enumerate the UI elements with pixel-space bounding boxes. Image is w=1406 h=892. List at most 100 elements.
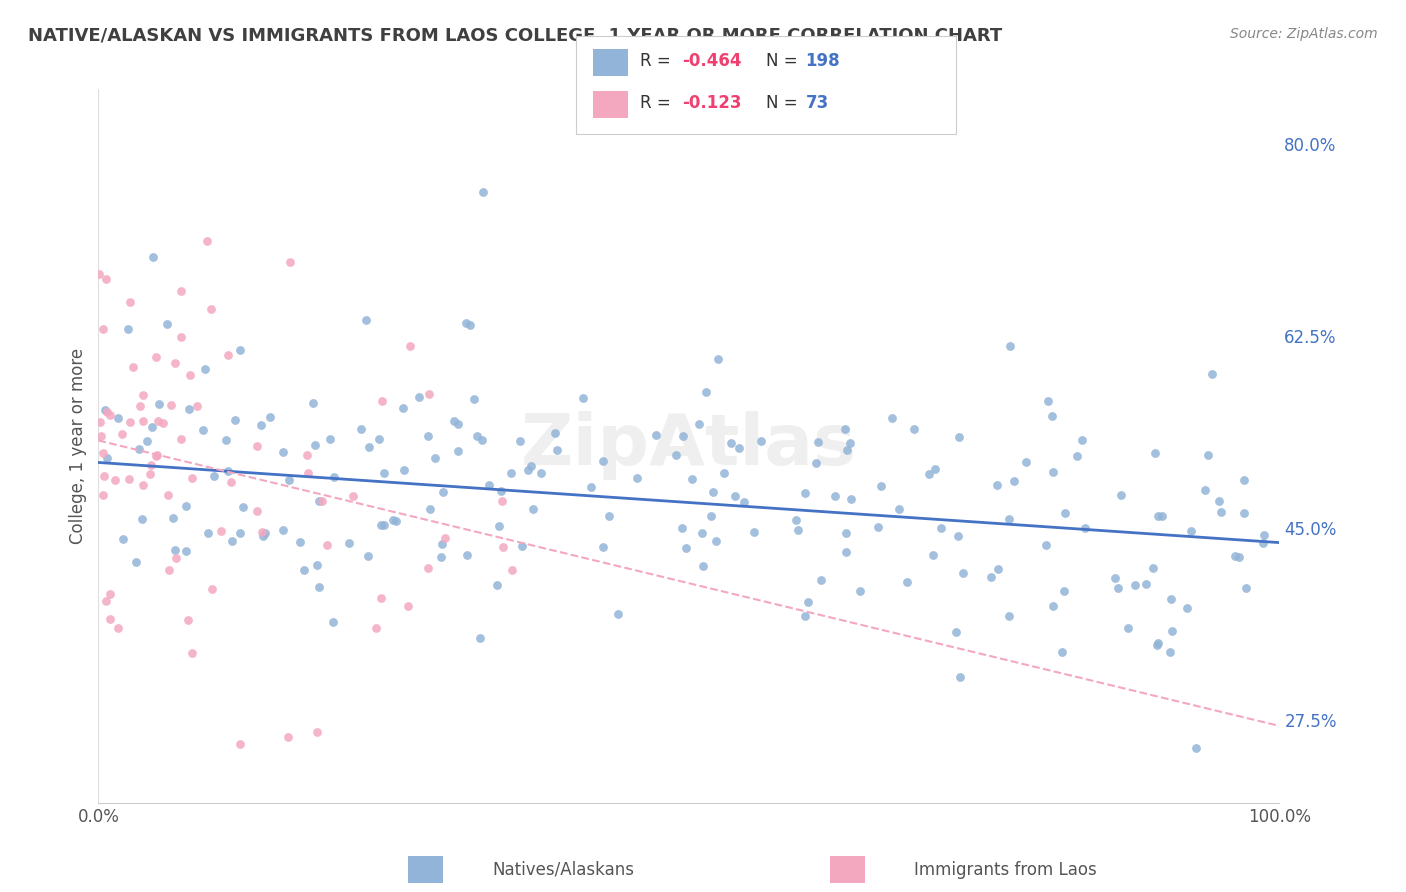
Point [232, 500, 254, 514]
Text: R =: R = [640, 94, 676, 112]
Point [271, 445, 294, 459]
Point [157, 488, 180, 502]
Point [1104, 571, 1126, 585]
Point [107, 411, 129, 425]
Point [1227, 549, 1250, 564]
Point [253, 526, 276, 541]
Point [100, 612, 122, 626]
Point [598, 508, 620, 523]
Point [1050, 645, 1073, 659]
Point [122, 359, 145, 374]
Point [370, 517, 392, 532]
Point [132, 414, 155, 428]
Point [98, 408, 121, 422]
Point [841, 492, 863, 507]
Point [118, 472, 141, 486]
Point [180, 471, 202, 485]
Point [179, 402, 201, 417]
Point [1035, 538, 1057, 552]
Point [371, 394, 394, 409]
Point [471, 186, 494, 200]
Point [308, 494, 330, 508]
Point [221, 533, 243, 548]
Text: NATIVE/ALASKAN VS IMMIGRANTS FROM LAOS COLLEGE, 1 YEAR OR MORE CORRELATION CHART: NATIVE/ALASKAN VS IMMIGRANTS FROM LAOS C… [28, 27, 1002, 45]
Point [835, 545, 858, 559]
Point [458, 318, 481, 332]
Text: 73: 73 [806, 94, 830, 112]
Point [1234, 581, 1257, 595]
Point [117, 322, 139, 336]
Text: Source: ZipAtlas.com: Source: ZipAtlas.com [1230, 27, 1378, 41]
Point [1185, 740, 1208, 755]
Point [170, 432, 193, 446]
Point [311, 493, 333, 508]
Point [392, 463, 415, 477]
Point [170, 285, 193, 299]
Point [1194, 483, 1216, 497]
Point [174, 544, 197, 558]
Point [463, 392, 485, 406]
Point [491, 493, 513, 508]
Point [252, 529, 274, 543]
Point [945, 624, 967, 639]
Point [592, 454, 614, 468]
Point [246, 439, 269, 453]
Point [277, 730, 299, 744]
Point [675, 541, 697, 555]
Point [707, 351, 730, 366]
Text: Immigrants from Laos: Immigrants from Laos [914, 861, 1097, 879]
Point [146, 414, 169, 428]
Point [720, 436, 742, 450]
Point [138, 467, 160, 481]
Point [510, 539, 533, 553]
Point [305, 558, 328, 573]
Point [695, 384, 717, 399]
Point [302, 396, 325, 410]
Point [1002, 475, 1025, 489]
Point [835, 442, 858, 457]
Point [702, 485, 724, 500]
Point [104, 473, 127, 487]
Point [1142, 561, 1164, 575]
Point [807, 435, 830, 450]
Point [849, 584, 872, 599]
Point [90, 429, 112, 443]
Point [228, 525, 250, 540]
Point [443, 414, 465, 428]
Point [176, 499, 198, 513]
Point [278, 255, 301, 269]
Point [724, 489, 747, 503]
Point [1135, 577, 1157, 591]
Point [229, 737, 252, 751]
Point [433, 531, 456, 545]
Point [1036, 394, 1059, 409]
Text: -0.464: -0.464 [682, 52, 741, 70]
Point [896, 575, 918, 590]
Point [929, 521, 952, 535]
Point [350, 422, 373, 436]
Point [366, 621, 388, 635]
Point [418, 387, 440, 401]
Point [96, 450, 118, 465]
Point [1111, 488, 1133, 502]
Point [447, 417, 470, 431]
Point [922, 549, 945, 563]
Point [1208, 494, 1230, 508]
Point [423, 450, 446, 465]
Point [824, 489, 846, 503]
Point [156, 317, 179, 331]
Point [124, 555, 146, 569]
Point [94, 403, 117, 417]
Point [728, 441, 751, 455]
Point [700, 508, 723, 523]
Point [177, 613, 200, 627]
Point [399, 338, 422, 352]
Point [160, 397, 183, 411]
Point [408, 390, 430, 404]
Point [1251, 536, 1274, 550]
Point [91, 446, 114, 460]
Point [839, 436, 862, 450]
Point [887, 502, 910, 516]
Point [271, 523, 294, 537]
Text: Natives/Alaskans: Natives/Alaskans [492, 861, 634, 879]
